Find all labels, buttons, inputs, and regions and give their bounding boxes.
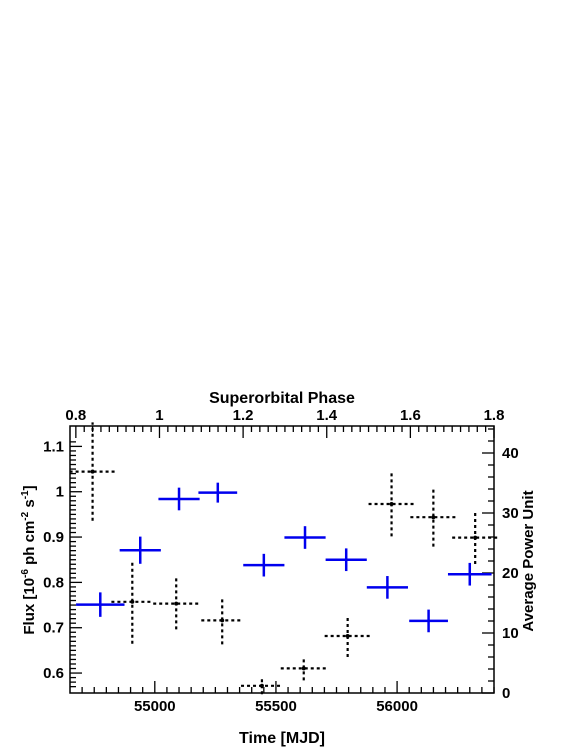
power-marker xyxy=(389,502,394,506)
flux-data-point xyxy=(158,487,200,511)
power-marker xyxy=(301,666,306,671)
left-tick-label: 0.6 xyxy=(43,665,64,682)
flux-data-point xyxy=(284,526,326,549)
left-tick-label: 1.1 xyxy=(43,438,64,455)
power-data-point xyxy=(201,596,244,645)
top-tick-label: 1.2 xyxy=(233,407,254,424)
bottom-tick-label: 55000 xyxy=(134,698,176,715)
left-tick-label: 0.7 xyxy=(43,620,64,637)
top-tick-label: 1 xyxy=(155,407,163,424)
power-marker xyxy=(431,515,436,520)
power-data-point xyxy=(241,677,283,695)
left-tick-label: 0.8 xyxy=(43,574,64,591)
power-marker xyxy=(90,469,95,474)
right-tick-label: 20 xyxy=(502,565,519,582)
bottom-tick-label: 55500 xyxy=(255,698,297,715)
left-tick-label: 1 xyxy=(56,484,64,501)
top-axis-title: Superorbital Phase xyxy=(209,390,355,407)
plot-frame xyxy=(69,425,495,694)
power-marker xyxy=(174,601,179,606)
power-marker xyxy=(473,535,478,540)
right-tick-label: 0 xyxy=(502,685,510,702)
flux-data-point xyxy=(119,536,161,564)
power-data-point xyxy=(153,577,200,630)
power-marker xyxy=(345,634,350,638)
flux-data-point xyxy=(243,553,285,577)
top-tick-label: 1.4 xyxy=(316,407,338,424)
right-tick-label: 30 xyxy=(502,505,519,522)
flux-data-point xyxy=(198,482,238,503)
right-tick-label: 10 xyxy=(502,625,519,642)
power-data-point xyxy=(368,471,415,537)
power-data-point xyxy=(410,487,457,547)
power-data-point xyxy=(69,422,116,521)
right-axis-title: Average Power Unit xyxy=(520,490,537,631)
flux-data-point xyxy=(325,548,367,572)
flux-data-point xyxy=(409,609,448,633)
bottom-axis-title: Time [MJD] xyxy=(239,730,325,747)
flux-data-point xyxy=(366,576,408,599)
power-data-point xyxy=(111,559,154,644)
left-axis-title: Flux [10-6 ph cm-2 s-1] xyxy=(20,485,38,634)
top-tick-label: 1.8 xyxy=(484,407,505,424)
power-data-point xyxy=(280,656,327,681)
power-data-point xyxy=(452,511,499,564)
top-tick-label: 0.8 xyxy=(65,407,86,424)
power-marker xyxy=(259,683,264,688)
bottom-tick-label: 56000 xyxy=(376,698,418,715)
flux-data-point xyxy=(447,562,492,586)
power-marker xyxy=(130,599,135,604)
left-tick-label: 0.9 xyxy=(43,529,64,546)
power-data-point xyxy=(324,615,371,657)
flux-data-point xyxy=(76,592,125,617)
top-tick-label: 1.6 xyxy=(400,407,421,424)
power-marker xyxy=(220,618,225,623)
right-tick-label: 40 xyxy=(502,445,519,462)
